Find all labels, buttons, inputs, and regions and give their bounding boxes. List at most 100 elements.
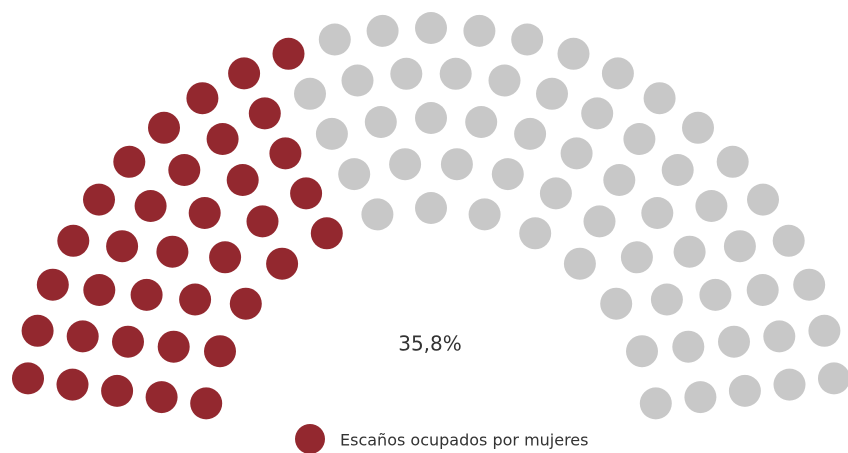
- seat: [209, 241, 242, 274]
- seat: [272, 37, 305, 70]
- seat: [101, 374, 134, 407]
- seat: [361, 198, 394, 231]
- seat: [310, 217, 343, 250]
- seat: [83, 183, 115, 216]
- center-value: 35,8%: [398, 332, 462, 356]
- seat: [684, 381, 717, 414]
- seat: [341, 64, 374, 97]
- seat: [661, 154, 694, 186]
- seat: [772, 224, 805, 257]
- seat: [186, 82, 219, 115]
- seat: [581, 97, 614, 130]
- seat: [808, 314, 841, 347]
- seat: [318, 23, 351, 56]
- seat: [130, 278, 163, 311]
- seat: [366, 14, 399, 47]
- seat: [672, 330, 705, 363]
- seat: [248, 97, 281, 130]
- seat: [620, 241, 653, 274]
- seat: [643, 82, 676, 115]
- seat: [156, 235, 189, 268]
- seat: [793, 268, 826, 301]
- seat: [583, 205, 616, 238]
- seat: [650, 283, 683, 316]
- seat: [106, 230, 139, 263]
- seat: [439, 57, 472, 90]
- seat: [415, 192, 447, 224]
- seat: [294, 77, 326, 110]
- legend-swatch: [295, 424, 325, 453]
- seat: [56, 368, 89, 401]
- seat: [818, 362, 848, 395]
- seat: [536, 77, 568, 110]
- seat: [269, 137, 302, 170]
- seat: [290, 177, 323, 210]
- seat: [603, 164, 636, 196]
- seat: [557, 37, 590, 70]
- seat: [36, 268, 69, 301]
- seat: [491, 158, 524, 191]
- seat: [179, 283, 212, 316]
- seat: [390, 57, 423, 90]
- seat: [468, 198, 501, 231]
- seat: [626, 335, 658, 368]
- seat: [134, 190, 167, 222]
- seat: [718, 325, 750, 358]
- seat: [699, 278, 732, 311]
- seat: [226, 164, 259, 196]
- seat: [66, 320, 99, 353]
- seat: [112, 325, 144, 358]
- seat: [21, 314, 54, 347]
- seat: [315, 117, 348, 150]
- seat: [728, 374, 761, 407]
- seat: [601, 57, 634, 90]
- seat: [229, 287, 262, 320]
- seat: [763, 320, 796, 353]
- seat: [639, 387, 672, 420]
- seat: [682, 111, 714, 144]
- seat: [488, 64, 521, 97]
- seat: [415, 12, 447, 44]
- seat: [463, 14, 496, 47]
- seat: [266, 247, 299, 280]
- seat: [519, 217, 552, 250]
- seat: [539, 177, 572, 210]
- seat: [364, 106, 397, 138]
- seat: [746, 274, 779, 306]
- seat: [206, 123, 239, 155]
- seat: [723, 230, 756, 263]
- seat: [57, 224, 90, 257]
- seat: [190, 387, 223, 420]
- seat: [695, 190, 728, 222]
- seat: [228, 57, 261, 90]
- seat: [563, 247, 596, 280]
- seat: [623, 123, 656, 155]
- seat: [157, 330, 190, 363]
- seat: [440, 148, 473, 181]
- legend-label: Escaños ocupados por mujeres: [340, 431, 588, 450]
- seat: [12, 362, 44, 395]
- seat: [673, 235, 706, 268]
- seat: [145, 381, 178, 414]
- seat: [600, 287, 633, 320]
- seat: [514, 117, 547, 150]
- seat: [113, 145, 146, 178]
- seat: [747, 183, 779, 216]
- seat: [716, 145, 749, 178]
- seat: [246, 205, 279, 238]
- seat: [204, 335, 236, 368]
- seat: [465, 106, 498, 138]
- seat: [338, 158, 371, 191]
- seat: [415, 102, 447, 134]
- seat: [773, 368, 806, 401]
- seat: [188, 197, 221, 229]
- seat: [560, 137, 593, 170]
- seat: [511, 23, 544, 56]
- seat: [389, 148, 422, 181]
- seat: [641, 197, 674, 229]
- seat: [168, 154, 201, 186]
- seat: [148, 111, 180, 144]
- seat: [83, 274, 116, 306]
